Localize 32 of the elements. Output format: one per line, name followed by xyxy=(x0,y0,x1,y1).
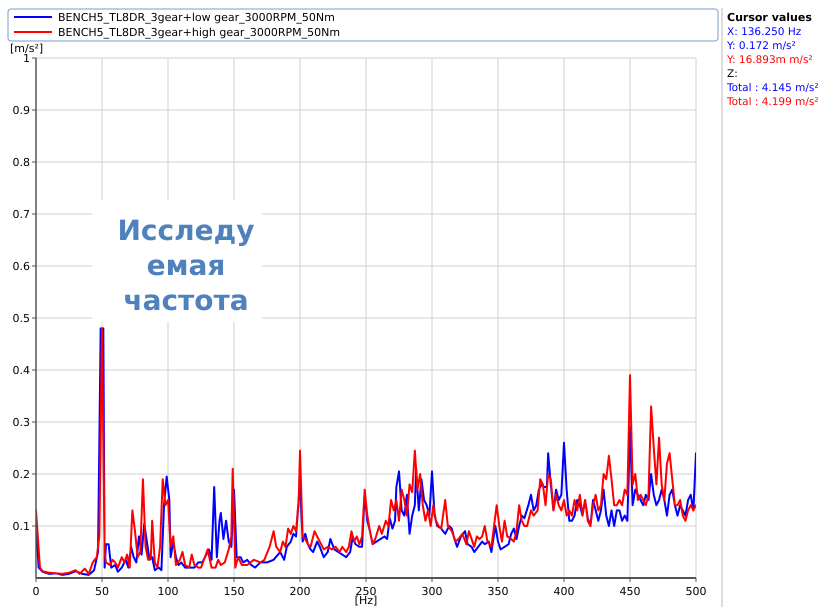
y-tick-label: 0.6 xyxy=(12,260,30,273)
x-tick-label: 400 xyxy=(554,585,574,598)
y-tick-label: 0.2 xyxy=(12,468,30,481)
text: Total : 4.145 m/s² xyxy=(726,82,819,94)
text: Total : 4.199 m/s² xyxy=(726,96,819,108)
y-tick-label: 0.4 xyxy=(12,364,30,377)
text: Y: 0.172 m/s² xyxy=(726,40,796,52)
text: Y: 16.893m m/s² xyxy=(726,54,813,66)
x-tick-label: 150 xyxy=(224,585,244,598)
y-tick-label: 0.3 xyxy=(12,416,30,429)
y-axis-title: [m/s²] xyxy=(10,42,44,55)
x-tick-label: 100 xyxy=(158,585,178,598)
text: Z: xyxy=(727,68,738,80)
x-tick-label: 350 xyxy=(488,585,508,598)
x-axis-title: [Hz] xyxy=(354,594,378,607)
y-tick-label: 0.8 xyxy=(12,156,30,169)
text: Cursor values xyxy=(727,11,812,24)
x-tick-label: 500 xyxy=(686,585,706,598)
annotation: Исследу емая частота xyxy=(118,214,254,317)
y-tick-label: 1 xyxy=(23,52,30,65)
y-tick-label: 0.7 xyxy=(12,208,30,221)
x-tick-label: 0 xyxy=(32,585,40,598)
y-tick-label: 0.5 xyxy=(12,312,30,325)
legend-label: BENCH5_TL8DR_3gear+high gear_3000RPM_50Nm xyxy=(58,26,340,39)
x-tick-label: 200 xyxy=(290,585,310,598)
x-tick-label: 50 xyxy=(95,585,109,598)
x-tick-label: 300 xyxy=(422,585,442,598)
y-tick-label: 0.9 xyxy=(12,104,30,117)
text: X: 136.250 Hz xyxy=(727,26,802,38)
legend-label: BENCH5_TL8DR_3gear+low gear_3000RPM_50Nm xyxy=(58,11,335,24)
x-tick-label: 450 xyxy=(620,585,640,598)
y-tick-label: 0.1 xyxy=(12,520,30,533)
